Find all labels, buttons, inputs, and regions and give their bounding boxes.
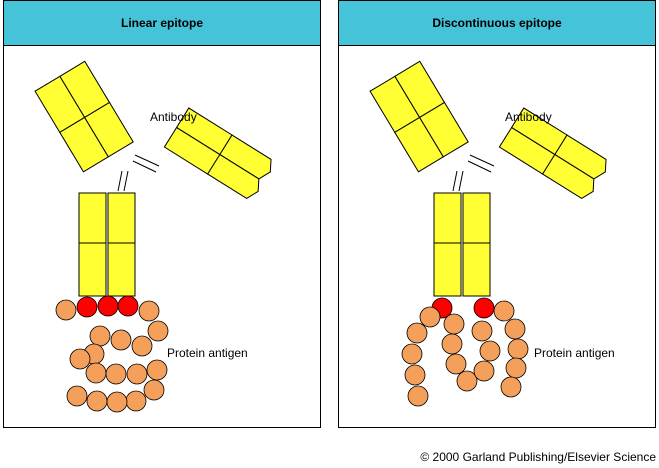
antigen-residue	[419, 306, 441, 328]
antibody-label: Antibody	[150, 110, 197, 124]
antigen-residue	[55, 299, 77, 321]
antigen-residue	[404, 364, 426, 386]
protein-antigen-label: Protein antigen	[534, 346, 615, 360]
epitope-residue	[117, 295, 139, 317]
antigen-residue	[131, 335, 153, 357]
antibody-vertical-arm	[433, 192, 491, 297]
antigen-residue	[146, 359, 168, 381]
antigen-residue	[504, 318, 526, 340]
antigen-residue	[138, 300, 160, 322]
antigen-residue	[69, 348, 91, 370]
antibody-hinge	[117, 170, 123, 192]
antigen-residue	[500, 376, 522, 398]
antigen-residue	[445, 353, 467, 375]
antigen-residue	[86, 390, 108, 412]
antibody-fab-arm-left	[34, 60, 134, 173]
antibody-hinge	[452, 170, 458, 192]
antibody-vertical-arm	[78, 192, 136, 297]
antigen-residue	[85, 362, 107, 384]
antigen-residue	[505, 357, 527, 379]
epitope-residue	[97, 295, 119, 317]
antibody-fab-arm-left	[369, 60, 469, 173]
linear-epitope-panel: Linear epitope	[3, 0, 321, 428]
antibody	[34, 60, 272, 297]
protein-antigen-label: Protein antigen	[167, 346, 248, 360]
antigen-residue	[143, 379, 165, 401]
antigen-residue	[125, 390, 147, 412]
protein-antigen	[55, 295, 169, 413]
epitope-residue	[473, 297, 495, 319]
antigen-residue	[406, 322, 428, 344]
antigen-residue	[89, 325, 111, 347]
antigen-residue	[493, 300, 515, 322]
antigen-residue	[66, 385, 88, 407]
antibody-fab-arm-right	[498, 107, 607, 199]
antigen-residue	[407, 385, 429, 407]
antibody-label: Antibody	[505, 110, 552, 124]
antigen-residue	[471, 320, 493, 342]
antigen-residue	[401, 343, 423, 365]
antigen-residue	[441, 333, 463, 355]
antigen-residue	[126, 363, 148, 385]
antigen-residue	[473, 360, 495, 382]
linear-epitope-diagram: Antibody Protein antigen	[34, 60, 272, 413]
antigen-residue	[147, 320, 169, 342]
panel-title: Discontinuous epitope	[339, 1, 655, 46]
discontinuous-epitope-diagram: Antibody Protein antigen	[369, 60, 615, 407]
antigen-residue	[456, 370, 478, 392]
antibody	[369, 60, 607, 297]
antigen-residue	[479, 340, 501, 362]
copyright-notice: © 2000 Garland Publishing/Elsevier Scien…	[420, 450, 656, 464]
protein-antigen	[401, 297, 529, 407]
antigen-residue	[106, 391, 128, 413]
antigen-residue	[110, 329, 132, 351]
antigen-residue	[443, 313, 465, 335]
antigen-residue	[507, 338, 529, 360]
antibody-fab-arm-right	[163, 107, 272, 199]
discontinuous-epitope-panel: Discontinuous epitope	[338, 0, 656, 428]
epitope-residue	[76, 296, 98, 318]
antigen-residue	[105, 363, 127, 385]
panel-title: Linear epitope	[4, 1, 320, 46]
